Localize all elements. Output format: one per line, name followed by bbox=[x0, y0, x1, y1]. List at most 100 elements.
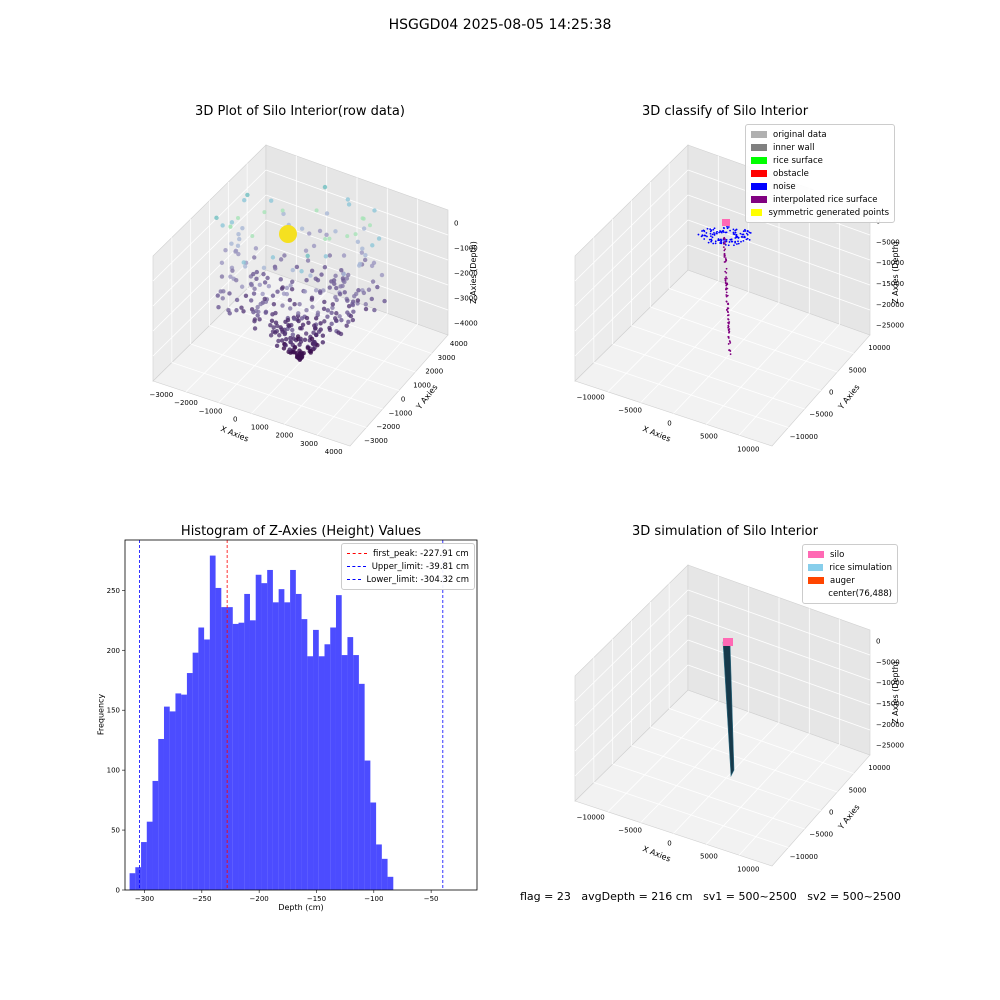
noise-point bbox=[720, 238, 722, 241]
grid-line bbox=[152, 219, 267, 332]
histogram-bar bbox=[227, 607, 233, 890]
raw-point bbox=[332, 281, 337, 287]
histogram-bar bbox=[324, 644, 331, 890]
raw-point bbox=[367, 223, 372, 228]
interpolated-point bbox=[723, 242, 726, 245]
raw-point bbox=[370, 279, 376, 284]
raw-point bbox=[241, 260, 246, 265]
noise-point bbox=[722, 229, 725, 232]
raw-point bbox=[304, 308, 309, 313]
grid-line bbox=[607, 280, 719, 393]
interpolated-point bbox=[725, 288, 727, 290]
interpolated-point bbox=[724, 260, 727, 263]
raw-point bbox=[356, 263, 362, 268]
raw-point bbox=[268, 323, 273, 328]
raw-point bbox=[334, 318, 339, 324]
noise-point bbox=[737, 240, 739, 243]
grid-line bbox=[687, 639, 871, 706]
raw-point bbox=[320, 333, 326, 338]
raw-point bbox=[289, 286, 295, 292]
noise-point bbox=[710, 239, 713, 242]
raw-point bbox=[323, 254, 329, 259]
raw-point bbox=[261, 265, 267, 271]
grid-line bbox=[284, 313, 388, 425]
raw-point bbox=[221, 289, 226, 294]
noise-point bbox=[712, 228, 715, 231]
classified-points bbox=[697, 219, 752, 356]
raw-point bbox=[258, 301, 263, 307]
raw-point bbox=[318, 290, 323, 296]
raw-point bbox=[281, 346, 287, 351]
raw-point bbox=[289, 322, 294, 328]
raw-point bbox=[311, 330, 316, 335]
raw-point bbox=[304, 277, 309, 283]
grid-line bbox=[631, 325, 822, 391]
legend-item-silo: silo bbox=[808, 548, 892, 561]
raw-point bbox=[271, 301, 277, 307]
panel1-title: 3D Plot of Silo Interior(row data) bbox=[195, 104, 405, 119]
noise-point bbox=[734, 229, 737, 232]
raw-point bbox=[291, 316, 297, 322]
grid-line bbox=[185, 280, 297, 393]
grid-line bbox=[209, 325, 400, 391]
grid-line bbox=[218, 291, 327, 403]
raw-point bbox=[281, 211, 286, 217]
noise-point bbox=[703, 234, 706, 237]
noise-point bbox=[700, 235, 703, 238]
raw-point bbox=[314, 332, 319, 337]
y-tick-label: −1000 bbox=[389, 409, 413, 417]
raw-point bbox=[310, 304, 315, 310]
raw-point bbox=[366, 287, 372, 292]
legend-item-lower-limit: Lower_limit: -304.32 cm bbox=[347, 573, 469, 586]
histogram-bar bbox=[347, 637, 354, 890]
z-tick-label: −4000 bbox=[454, 320, 478, 328]
noise-point bbox=[725, 238, 728, 241]
left-wall-pane bbox=[574, 144, 689, 382]
interpolated-point bbox=[725, 288, 727, 291]
x-tick-label: 0 bbox=[667, 420, 671, 428]
raw-point bbox=[339, 267, 344, 273]
histogram-bar bbox=[232, 623, 239, 890]
y-tick-label: −2000 bbox=[376, 423, 400, 431]
histogram-bar bbox=[146, 821, 153, 890]
raw-point bbox=[348, 313, 354, 319]
raw-point bbox=[265, 275, 270, 281]
z-tick-label: 0 bbox=[876, 637, 880, 645]
grid-line bbox=[687, 614, 871, 681]
raw-point bbox=[249, 307, 255, 312]
interpolated-point bbox=[723, 238, 726, 241]
noise-point bbox=[745, 232, 748, 235]
raw-point bbox=[327, 236, 332, 241]
x-tick-label: −5000 bbox=[618, 407, 642, 415]
x-axis-label: X Axies bbox=[219, 424, 250, 443]
raw-point bbox=[280, 208, 285, 213]
raw-point bbox=[227, 311, 232, 316]
raw-point bbox=[302, 337, 308, 342]
raw-point bbox=[223, 248, 228, 253]
interpolated-point bbox=[725, 259, 728, 262]
interpolated-point bbox=[724, 277, 727, 280]
interpolated-point bbox=[725, 258, 727, 261]
raw-point bbox=[303, 248, 309, 253]
y-tick-label: 1000 bbox=[413, 382, 431, 390]
y-tick-label: 150 bbox=[107, 707, 120, 715]
interpolated-point bbox=[725, 300, 728, 303]
noise-point bbox=[743, 236, 746, 239]
y-tick-label: 10000 bbox=[868, 764, 890, 772]
raw-point bbox=[282, 342, 288, 347]
raw-point bbox=[314, 332, 319, 338]
noise-point bbox=[735, 228, 738, 231]
auger-marker bbox=[279, 225, 297, 243]
noise-point bbox=[706, 235, 708, 238]
legend-item-noise: noise bbox=[751, 180, 889, 193]
raw-point bbox=[344, 296, 349, 302]
noise-point bbox=[732, 233, 735, 235]
silo-marker bbox=[722, 219, 730, 226]
simulation-shapes bbox=[722, 638, 735, 778]
raw-point bbox=[360, 246, 365, 251]
raw-point bbox=[263, 299, 269, 305]
grid-line bbox=[706, 313, 810, 425]
grid-line bbox=[673, 302, 780, 414]
z-tick-label: −15000 bbox=[876, 280, 904, 288]
raw-point bbox=[268, 333, 274, 338]
